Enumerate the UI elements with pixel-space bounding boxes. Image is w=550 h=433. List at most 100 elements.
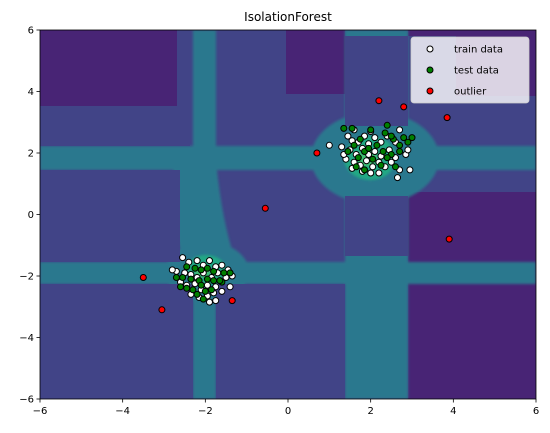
y-tick-label: −4 <box>19 333 34 344</box>
test-data-point <box>216 277 224 285</box>
train-data-point <box>193 257 201 265</box>
outlier-point <box>443 114 451 122</box>
legend-label: outlier <box>454 87 487 98</box>
train-data-point <box>206 298 213 306</box>
test-data-point <box>396 148 404 155</box>
x-tick-label: 2 <box>367 406 373 417</box>
test-data-point <box>210 267 218 275</box>
test-data-point <box>348 124 356 132</box>
test-data-point <box>352 163 360 171</box>
test-data-point <box>383 154 391 162</box>
contour-ridge-horizontal-top <box>40 146 536 170</box>
test-data-point <box>408 134 416 142</box>
legend-marker <box>426 66 434 74</box>
test-data-point <box>400 134 408 142</box>
test-data-point <box>203 275 211 283</box>
train-data-point <box>396 126 404 134</box>
train-data-point <box>369 163 377 171</box>
test-data-point <box>197 281 205 289</box>
test-data-point <box>379 148 387 155</box>
outlier-point <box>228 297 236 305</box>
train-data-point <box>344 132 352 140</box>
contour-level-0-bottom-right <box>408 192 536 399</box>
train-data-point <box>404 146 412 154</box>
train-data-point <box>226 283 234 291</box>
contour-patch-6 <box>40 284 193 399</box>
contour-patch-5 <box>216 284 345 399</box>
legend: train data test data outlier <box>410 36 530 104</box>
outlier-point <box>375 97 383 105</box>
y-tick-label: 2 <box>28 149 34 160</box>
train-data-point <box>218 261 226 269</box>
y-axis: −6 −4 −2 0 2 4 6 <box>19 26 40 406</box>
contour-level-0-top-right-strip <box>408 30 536 36</box>
train-data-point <box>218 287 226 295</box>
x-axis: −6 −4 −2 0 2 4 6 <box>33 399 539 417</box>
test-data-point <box>392 163 399 171</box>
test-data-point <box>354 154 362 162</box>
test-data-point <box>361 166 368 174</box>
test-data-point <box>187 275 195 283</box>
test-data-point <box>201 287 209 295</box>
train-data-point <box>338 143 346 151</box>
test-data-point <box>396 141 404 149</box>
contour-level-0-top-left <box>40 30 177 106</box>
test-data-point <box>377 161 385 169</box>
test-data-point <box>367 126 375 134</box>
x-tick-label: −2 <box>198 406 213 417</box>
test-data-point <box>203 264 211 272</box>
train-data-point <box>168 266 176 274</box>
test-data-point <box>369 155 377 163</box>
test-data-point <box>226 269 234 277</box>
outlier-point <box>313 149 321 157</box>
contour-level-1-patches <box>40 36 408 399</box>
x-tick-label: 6 <box>533 406 539 417</box>
test-data-point <box>387 132 395 140</box>
y-tick-label: −2 <box>19 272 34 283</box>
outlier-point <box>261 204 269 212</box>
y-tick-label: −6 <box>19 395 34 406</box>
test-data-point <box>199 295 207 303</box>
legend-label: test data <box>454 66 499 77</box>
outlier-point <box>158 306 166 314</box>
test-data-point <box>172 274 180 281</box>
chart-title: IsolationForest <box>244 10 332 24</box>
test-data-point <box>177 283 184 291</box>
x-tick-label: 0 <box>285 406 291 417</box>
outlier-point <box>445 235 453 243</box>
test-data-point <box>208 286 215 294</box>
test-data-point <box>365 144 373 152</box>
outlier-point <box>139 274 147 281</box>
contour-patch-3 <box>40 170 180 262</box>
contour-patch-2 <box>345 196 408 256</box>
train-data-point <box>206 257 213 265</box>
y-tick-label: 4 <box>28 87 34 98</box>
test-data-point <box>383 121 391 129</box>
train-data-point <box>212 297 220 305</box>
legend-marker <box>426 45 434 53</box>
test-data-point <box>183 284 191 292</box>
contour-ridge-connector <box>173 150 232 250</box>
contour-ridge-horizontal-bottom <box>40 262 536 284</box>
x-tick-label: −4 <box>115 406 130 417</box>
test-data-point <box>350 141 358 149</box>
x-tick-label: 4 <box>450 406 456 417</box>
y-tick-label: 0 <box>28 210 34 221</box>
x-tick-label: −6 <box>33 406 48 417</box>
train-data-point <box>387 158 395 166</box>
test-data-point <box>197 266 205 274</box>
test-data-point <box>340 124 348 132</box>
test-data-point <box>220 269 228 277</box>
outlier-point <box>400 103 408 111</box>
contour-patch-4 <box>40 106 190 146</box>
test-data-point <box>404 138 412 146</box>
test-data-point <box>356 135 364 143</box>
train-data-point <box>394 174 401 182</box>
test-data-point <box>179 274 187 281</box>
train-data-point <box>375 169 383 177</box>
legend-marker <box>426 87 434 95</box>
train-data-point <box>363 157 370 165</box>
train-data-point <box>371 134 379 142</box>
test-data-point <box>183 263 191 271</box>
